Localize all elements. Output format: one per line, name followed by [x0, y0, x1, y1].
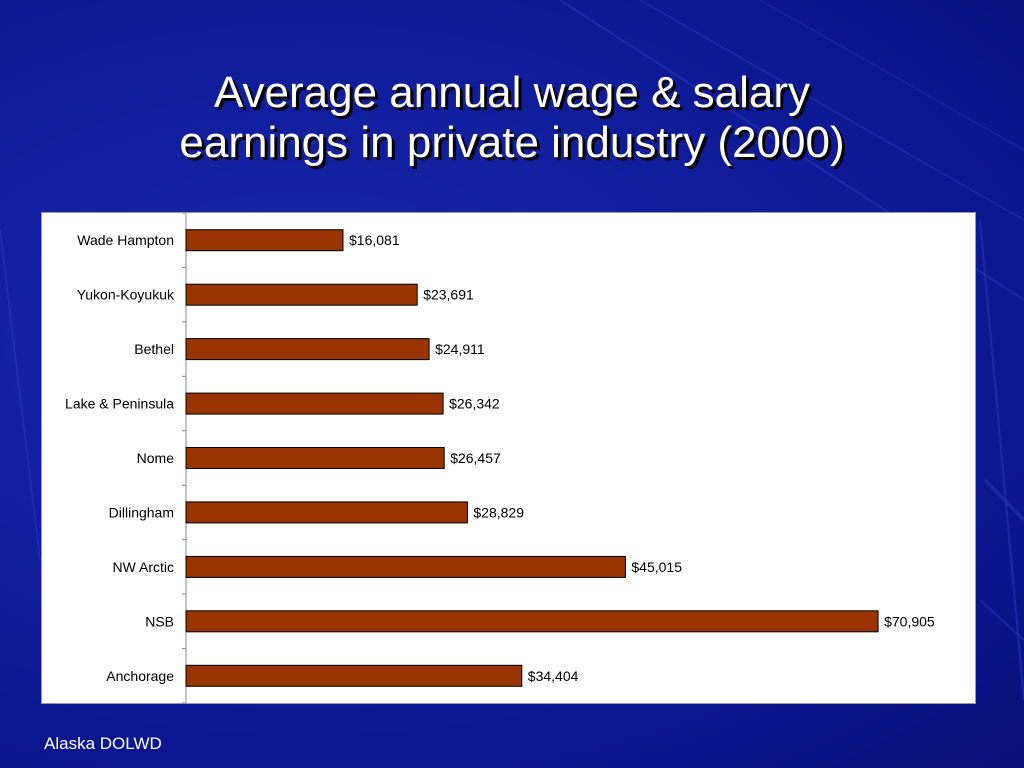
bar: [185, 555, 626, 578]
data-label: $28,829: [473, 504, 524, 520]
data-label: $26,457: [450, 450, 501, 466]
bar: [185, 664, 523, 687]
bar: [185, 610, 879, 633]
data-label: $70,905: [884, 613, 935, 629]
bar: [185, 447, 445, 469]
slide-title-line-2: earnings in private industry (2000): [179, 118, 845, 167]
slide-title: Average annual wage & salary earnings in…: [0, 68, 1024, 168]
bar: [185, 501, 468, 524]
bar: [185, 229, 344, 252]
source-note: Alaska DOLWD: [44, 734, 162, 753]
category-label: Anchorage: [106, 668, 174, 684]
data-label: $45,015: [631, 559, 682, 575]
category-label: Nome: [137, 450, 175, 466]
chart-svg: Wade Hampton $16,081 Yukon-Koyukuk $23,691 B…: [65, 213, 935, 704]
category-label: Bethel: [134, 341, 174, 357]
data-label: $24,911: [435, 341, 485, 357]
category-label: NSB: [145, 613, 174, 629]
data-label: $16,081: [349, 232, 400, 248]
category-label: Wade Hampton: [77, 232, 174, 248]
category-label: Yukon-Koyukuk: [77, 287, 175, 303]
category-label: Lake & Peninsula: [65, 396, 174, 412]
bar-chart: Wade Hampton $16,081 Yukon-Koyukuk $23,691 B…: [41, 212, 976, 704]
category-label: Dillingham: [109, 504, 174, 520]
bar: [185, 392, 444, 415]
category-label: NW Arctic: [113, 559, 174, 575]
slide-title-line-1: Average annual wage & salary: [213, 68, 811, 117]
data-label: $34,404: [528, 668, 579, 684]
data-label: $26,342: [449, 396, 500, 412]
data-label: $23,691: [423, 287, 474, 303]
bar: [185, 283, 418, 306]
bar: [185, 338, 430, 361]
